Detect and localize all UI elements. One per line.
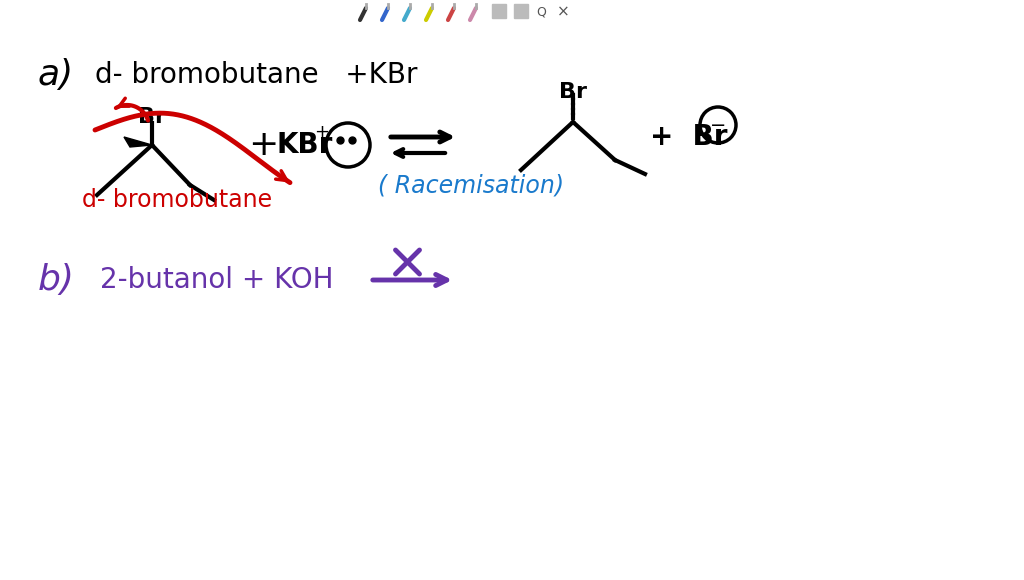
Text: +: + [248,128,279,162]
Text: KBr: KBr [276,131,333,159]
Bar [514,4,528,18]
Text: ×: × [557,5,569,20]
Text: 2-butanol + KOH: 2-butanol + KOH [100,266,334,294]
Text: +: + [314,123,330,141]
Text: a): a) [38,58,75,92]
Text: −: − [710,115,726,135]
Bar [492,4,506,18]
Text: Q: Q [536,5,546,19]
Text: Br: Br [559,82,587,102]
Text: d- bromobutane   +KBr: d- bromobutane +KBr [95,61,418,89]
Text: Br: Br [138,107,166,127]
Text: ( Racemisation): ( Racemisation) [378,173,564,197]
Text: b): b) [38,263,75,297]
Text: +  Br: + Br [650,123,727,151]
Polygon shape [124,137,152,147]
Text: d- bromobutane: d- bromobutane [82,188,272,212]
